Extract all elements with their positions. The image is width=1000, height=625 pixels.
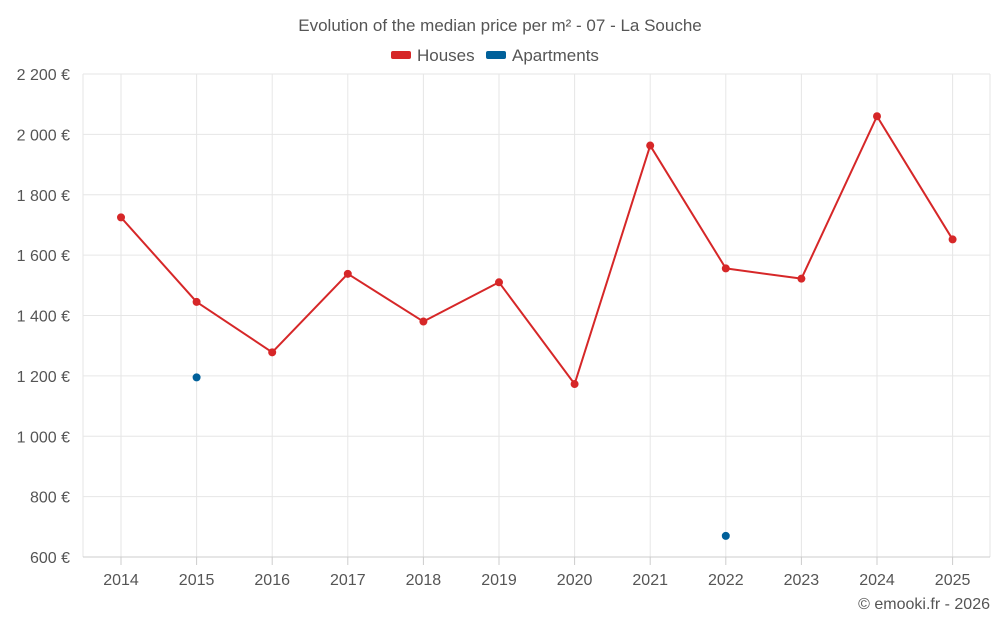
y-tick-label: 1 600 € <box>17 248 70 265</box>
chart-title: Evolution of the median price per m² - 0… <box>298 16 702 35</box>
legend: Houses Apartments <box>391 46 599 65</box>
y-tick-label: 1 800 € <box>17 188 70 205</box>
series-layer <box>117 112 957 540</box>
data-point-houses-2025[interactable] <box>948 235 957 244</box>
x-tick-label: 2022 <box>708 572 744 589</box>
y-tick-label: 1 200 € <box>17 369 70 386</box>
x-tick-label: 2024 <box>859 572 895 589</box>
legend-item-apartments[interactable]: Apartments <box>486 46 599 65</box>
series-apartments <box>192 373 730 540</box>
x-tick-label: 2025 <box>935 572 971 589</box>
x-tick-label: 2015 <box>179 572 215 589</box>
data-point-houses-2020[interactable] <box>570 380 579 389</box>
x-grid <box>82 74 991 557</box>
x-tick-label: 2016 <box>254 572 290 589</box>
data-point-apartments-2015[interactable] <box>192 373 201 382</box>
data-point-houses-2014[interactable] <box>117 213 125 222</box>
series-line-houses <box>120 115 954 386</box>
data-point-houses-2023[interactable] <box>797 274 806 283</box>
data-point-houses-2021[interactable] <box>646 141 655 150</box>
y-tick-label: 1 400 € <box>17 309 70 326</box>
data-point-houses-2015[interactable] <box>192 297 201 306</box>
y-axis-ticks: 600 € 800 € 1 000 € 1 200 € 1 400 € 1 600 € 1 … <box>17 67 70 567</box>
legend-label-apartments: Apartments <box>512 46 599 65</box>
data-point-apartments-2022[interactable] <box>721 531 730 540</box>
series-houses <box>117 112 957 389</box>
x-axis-ticks: 2014 2015 2016 2017 2018 2019 2020 2021 2022 2023… <box>103 557 970 589</box>
data-point-houses-2018[interactable] <box>419 317 428 326</box>
x-tick-label: 2018 <box>406 572 442 589</box>
data-point-houses-2016[interactable] <box>268 348 277 357</box>
data-point-houses-2022[interactable] <box>721 264 730 273</box>
y-tick-label: 2 000 € <box>17 127 70 144</box>
credit: © emooki.fr - 2026 <box>858 596 990 613</box>
legend-label-houses: Houses <box>417 46 475 65</box>
data-point-houses-2019[interactable] <box>495 278 503 287</box>
x-tick-label: 2023 <box>784 572 820 589</box>
x-tick-label: 2017 <box>330 572 366 589</box>
x-tick-label: 2019 <box>481 572 517 589</box>
legend-swatch-houses <box>391 51 411 59</box>
y-tick-label: 800 € <box>30 490 70 507</box>
y-tick-label: 1 000 € <box>17 429 70 446</box>
legend-item-houses[interactable]: Houses <box>391 46 475 65</box>
x-tick-label: 2014 <box>103 572 139 589</box>
x-tick-label: 2020 <box>557 572 593 589</box>
x-tick-label: 2021 <box>632 572 668 589</box>
data-point-houses-2017[interactable] <box>343 269 352 278</box>
y-tick-label: 2 200 € <box>17 67 70 84</box>
legend-swatch-apartments <box>486 51 506 59</box>
y-grid <box>83 73 990 498</box>
data-point-houses-2024[interactable] <box>873 112 881 121</box>
y-tick-label: 600 € <box>30 550 70 567</box>
